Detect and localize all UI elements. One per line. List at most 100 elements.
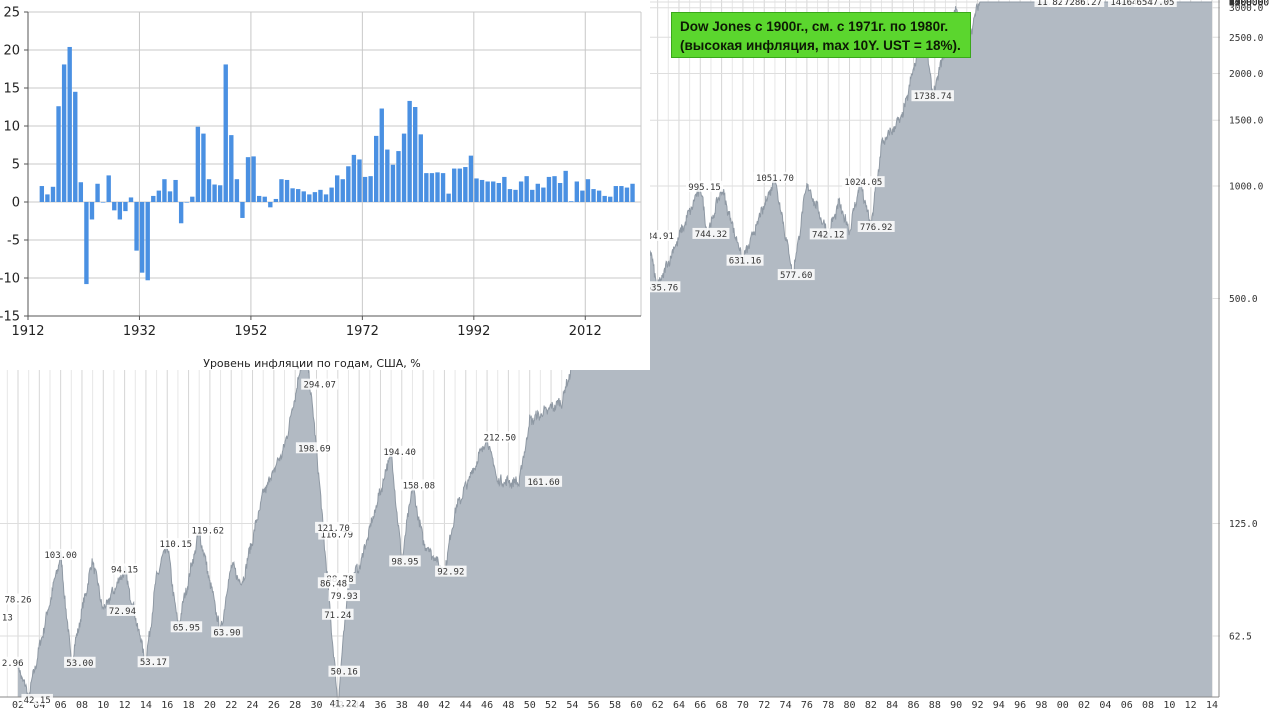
dow-annotation: 535.76: [643, 281, 681, 293]
dow-x-tick-label: 28: [289, 700, 301, 711]
inflation-bar: [552, 176, 557, 202]
inflation-bar: [123, 202, 128, 212]
dow-x-tick-label: 40: [417, 700, 429, 711]
annotation-label: 294.07: [303, 381, 336, 391]
dow-x-tick-label: 46: [481, 700, 493, 711]
annotation-bg: [327, 697, 359, 709]
dow-annotation: 212.50: [481, 431, 519, 443]
dow-y-tick-label: 125.0: [1229, 519, 1258, 530]
annotation-label: 41.22: [330, 700, 357, 710]
dow-x-tick-label: 02: [12, 700, 24, 711]
inflation-y-tick-label: -5: [7, 234, 20, 249]
inflation-bar: [535, 183, 540, 202]
dow-annotation: 7286.27: [1061, 0, 1105, 8]
annotation-bg: [328, 665, 360, 677]
dow-annotation: 119.62: [189, 524, 227, 537]
inflation-bar: [351, 154, 357, 202]
annotation-label: 110.15: [160, 540, 193, 550]
inflation-bar: [485, 181, 490, 202]
inflation-bar: [530, 189, 535, 202]
dow-x-tick-label: 30: [310, 700, 322, 711]
annotation-bg: [295, 442, 333, 454]
inflation-x-tick-label: 2012: [569, 324, 602, 339]
dow-y-tick-label: 8500.0: [1229, 0, 1264, 9]
dow-x-tick-label: 50: [524, 700, 536, 711]
annotation-bg: [0, 611, 15, 623]
inflation-bar: [440, 173, 446, 202]
inflation-bar: [312, 192, 318, 202]
inflation-bars: [39, 46, 635, 285]
inflation-bar: [335, 175, 340, 202]
inflation-bar: [95, 183, 100, 202]
annotation-label: 1051.70: [756, 174, 794, 184]
inflation-y-tick-label: 20: [3, 44, 20, 59]
annotation-label: 121.70: [317, 524, 350, 534]
inflation-bar: [491, 181, 496, 202]
inflation-bar: [518, 181, 524, 202]
dow-x-tick-label: 68: [716, 700, 728, 711]
inflation-bar: [195, 126, 201, 202]
dow-y-tick-label: 8000.0: [1229, 0, 1264, 9]
dow-x-tick-label: 14: [140, 700, 152, 711]
dow-x-labels: 0204060810121416182022242628303234363840…: [12, 700, 1218, 711]
inflation-bar: [173, 179, 178, 202]
dow-x-tick-label: 72: [758, 700, 770, 711]
dow-x-tick-label: 76: [801, 700, 813, 711]
inflation-bar: [128, 197, 134, 202]
annotation-bg: [1134, 0, 1177, 7]
inflation-bar: [563, 170, 568, 202]
inflation-bar: [273, 198, 279, 202]
dow-y-tick-label: 12000.0: [1229, 0, 1269, 9]
dow-y-tick-label: 7500.0: [1229, 0, 1264, 9]
dow-annotation: 294.07: [301, 378, 339, 391]
annotation-label: 7286.27: [1064, 0, 1102, 8]
annotation-label: 194.40: [383, 448, 416, 458]
inflation-bar: [184, 202, 189, 203]
annotation-bg: [525, 475, 563, 487]
annotation-bg: [809, 228, 847, 240]
dow-x-tick-label: 10: [1163, 700, 1175, 711]
inflation-bar: [117, 202, 123, 220]
dow-y-tick-label: 5500.0: [1229, 0, 1264, 9]
inflation-bar: [541, 187, 546, 202]
dow-y-tick-label: 1500.0: [1229, 116, 1264, 127]
annotation-label: 103.00: [44, 551, 77, 561]
annotation-label: 53.00: [66, 659, 93, 669]
dow-x-tick-label: 00: [1057, 700, 1069, 711]
annotation-label: 158.08: [403, 481, 436, 491]
annotation-bg: [777, 269, 815, 281]
inflation-y-tick-label: 10: [3, 120, 20, 135]
annotation-bg: [2, 593, 34, 605]
dow-x-tick-label: 08: [76, 700, 88, 711]
dow-x-tick-label: 22: [225, 700, 237, 711]
inflation-x-tick-label: 1912: [11, 324, 44, 339]
dow-x-tick-label: 10: [97, 700, 109, 711]
inflation-bar: [513, 189, 518, 202]
dow-x-tick-label: 70: [737, 700, 749, 711]
annotation-bg: [189, 524, 227, 536]
inflation-bar: [307, 194, 312, 202]
inflation-bar: [368, 176, 373, 202]
inflation-y-tick-label: 25: [3, 6, 20, 21]
inflation-bar: [418, 134, 423, 202]
inflation-bar: [429, 173, 435, 202]
dow-x-tick-label: 02: [1078, 700, 1090, 711]
inflation-bar: [624, 187, 630, 202]
inflation-panel: 25 20 15 10 5 0 -5 -10 -15 1912 1932 1952 1972 1992 20…: [0, 0, 650, 370]
dow-y-tick-label: 4000.0: [1229, 0, 1264, 9]
annotation-bg: [108, 563, 141, 575]
inflation-bar: [256, 195, 262, 202]
inflation-bar: [190, 196, 195, 202]
annotation-label: 79.93: [331, 592, 358, 602]
annotation-label: '34.91: [641, 232, 674, 242]
inflation-bar: [295, 189, 301, 202]
inflation-bar: [574, 181, 579, 202]
inflation-bar: [407, 100, 412, 202]
dow-x-tick-label: 24: [247, 700, 259, 711]
annotation-label: 78.26: [4, 596, 31, 606]
dow-annotation: 72.94: [106, 604, 139, 617]
dow-x-tick-label: 58: [609, 700, 621, 711]
annotation-label: 13: [2, 614, 13, 624]
inflation-bar: [100, 202, 106, 203]
